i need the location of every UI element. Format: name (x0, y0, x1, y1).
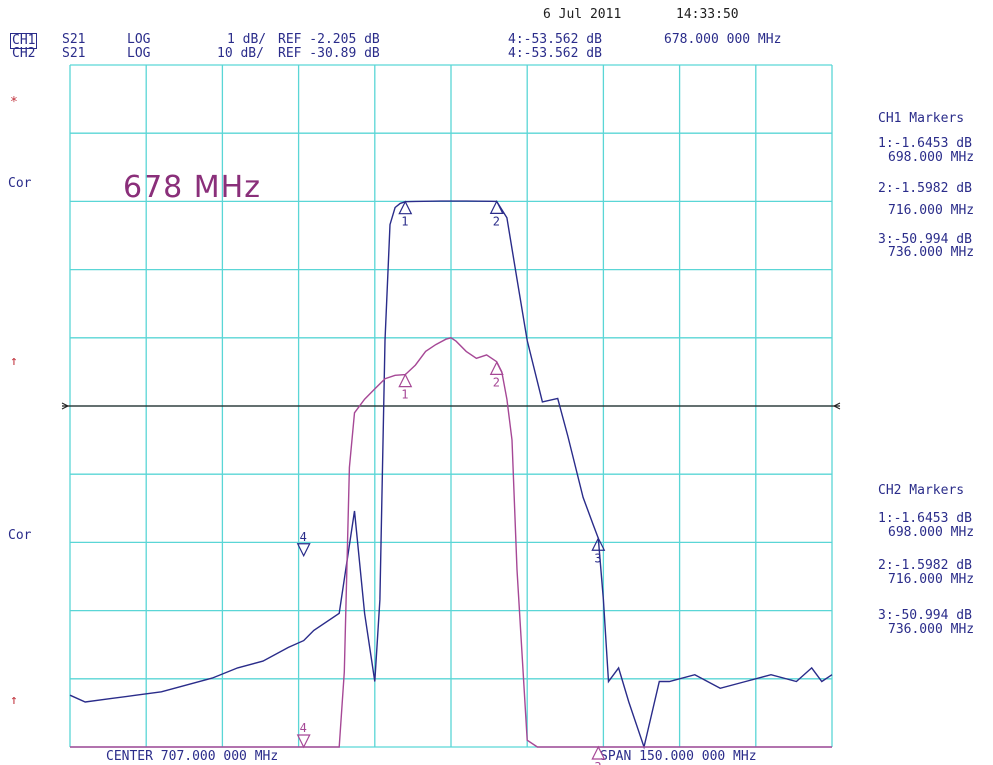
ch1-marker3-value: 3:-50.994 dB (878, 232, 972, 247)
center-frequency: CENTER 707.000 000 MHz (106, 749, 279, 764)
ch1-marker2-freq: 716.000 MHz (888, 203, 975, 218)
ch2-format: LOG (127, 46, 151, 61)
span-frequency: SPAN 150.000 000 MHz (600, 749, 757, 764)
marker-label-4-ch2: 4 (300, 721, 307, 735)
ch1-ref: REF -2.205 dB (278, 32, 380, 47)
series-line-ch2 (70, 337, 832, 748)
marker-4-ch2 (296, 734, 311, 749)
marker-label-3-ch2: 3 (594, 760, 601, 765)
marker-label-4-ch1: 4 (300, 530, 307, 544)
ch1-format: LOG (127, 32, 151, 47)
marker-3-ch1 (591, 536, 606, 551)
star-indicator: * (10, 95, 18, 110)
ch2-marker1-value: 1:-1.6453 dB (878, 511, 972, 526)
marker-4-ch1 (296, 543, 311, 558)
ch2-markers-title: CH2 Markers (878, 483, 965, 498)
ch1-marker4: 4:-53.562 dB (508, 32, 602, 47)
header-time: 14:33:50 (676, 7, 739, 22)
ch1-scale: 1 dB/ (227, 32, 267, 47)
ref-arrow-bottom: ↑ (10, 693, 18, 708)
series-line-ch1 (69, 200, 833, 750)
ch2-scale: 10 dB/ (217, 46, 264, 61)
ch1-marker4-freq: 678.000 000 MHz (664, 32, 782, 47)
marker-1-ch2 (398, 373, 413, 388)
marker-label-1-ch1: 1 (401, 215, 408, 229)
cor-label-bottom: Cor (8, 528, 32, 543)
ch1-param: S21 (62, 32, 86, 47)
ref-arrow-top: ↑ (10, 354, 18, 369)
ch1-marker1-value: 1:-1.6453 dB (878, 136, 972, 151)
marker-label-1-ch2: 1 (401, 388, 408, 402)
ch1-marker1-freq: 698.000 MHz (888, 150, 975, 165)
ch2-param: S21 (62, 46, 86, 61)
ch1-label: CH1 (10, 33, 38, 49)
cor-label-top: Cor (8, 176, 32, 191)
marker-label-3-ch1: 3 (594, 551, 601, 565)
ch1-marker2-value: 2:-1.5982 dB (878, 181, 972, 196)
marker-2-ch2 (489, 361, 504, 375)
ch1-marker3-freq: 736.000 MHz (888, 245, 975, 260)
ch2-marker3-value: 3:-50.994 dB (878, 608, 972, 623)
ch2-marker3-freq: 736.000 MHz (888, 622, 975, 637)
ch2-marker2-freq: 716.000 MHz (888, 572, 975, 587)
marker-3-ch2 (591, 745, 606, 760)
marker-2-ch1 (489, 200, 504, 214)
ch2-marker4: 4:-53.562 dB (508, 46, 602, 61)
ch2-marker2-value: 2:-1.5982 dB (878, 558, 972, 573)
ch2-ref: REF -30.89 dB (278, 46, 380, 61)
ch2-label: CH2 (12, 46, 36, 61)
reference-tick-left (61, 402, 70, 410)
ch1-markers-title: CH1 Markers (878, 111, 965, 126)
header-date: 6 Jul 2011 (543, 7, 622, 22)
marker-label-2-ch2: 2 (493, 375, 500, 389)
ch2-marker1-freq: 698.000 MHz (888, 525, 975, 540)
reference-tick-right (832, 402, 841, 410)
marker-1-ch1 (398, 200, 413, 215)
marker-label-2-ch1: 2 (493, 214, 500, 228)
